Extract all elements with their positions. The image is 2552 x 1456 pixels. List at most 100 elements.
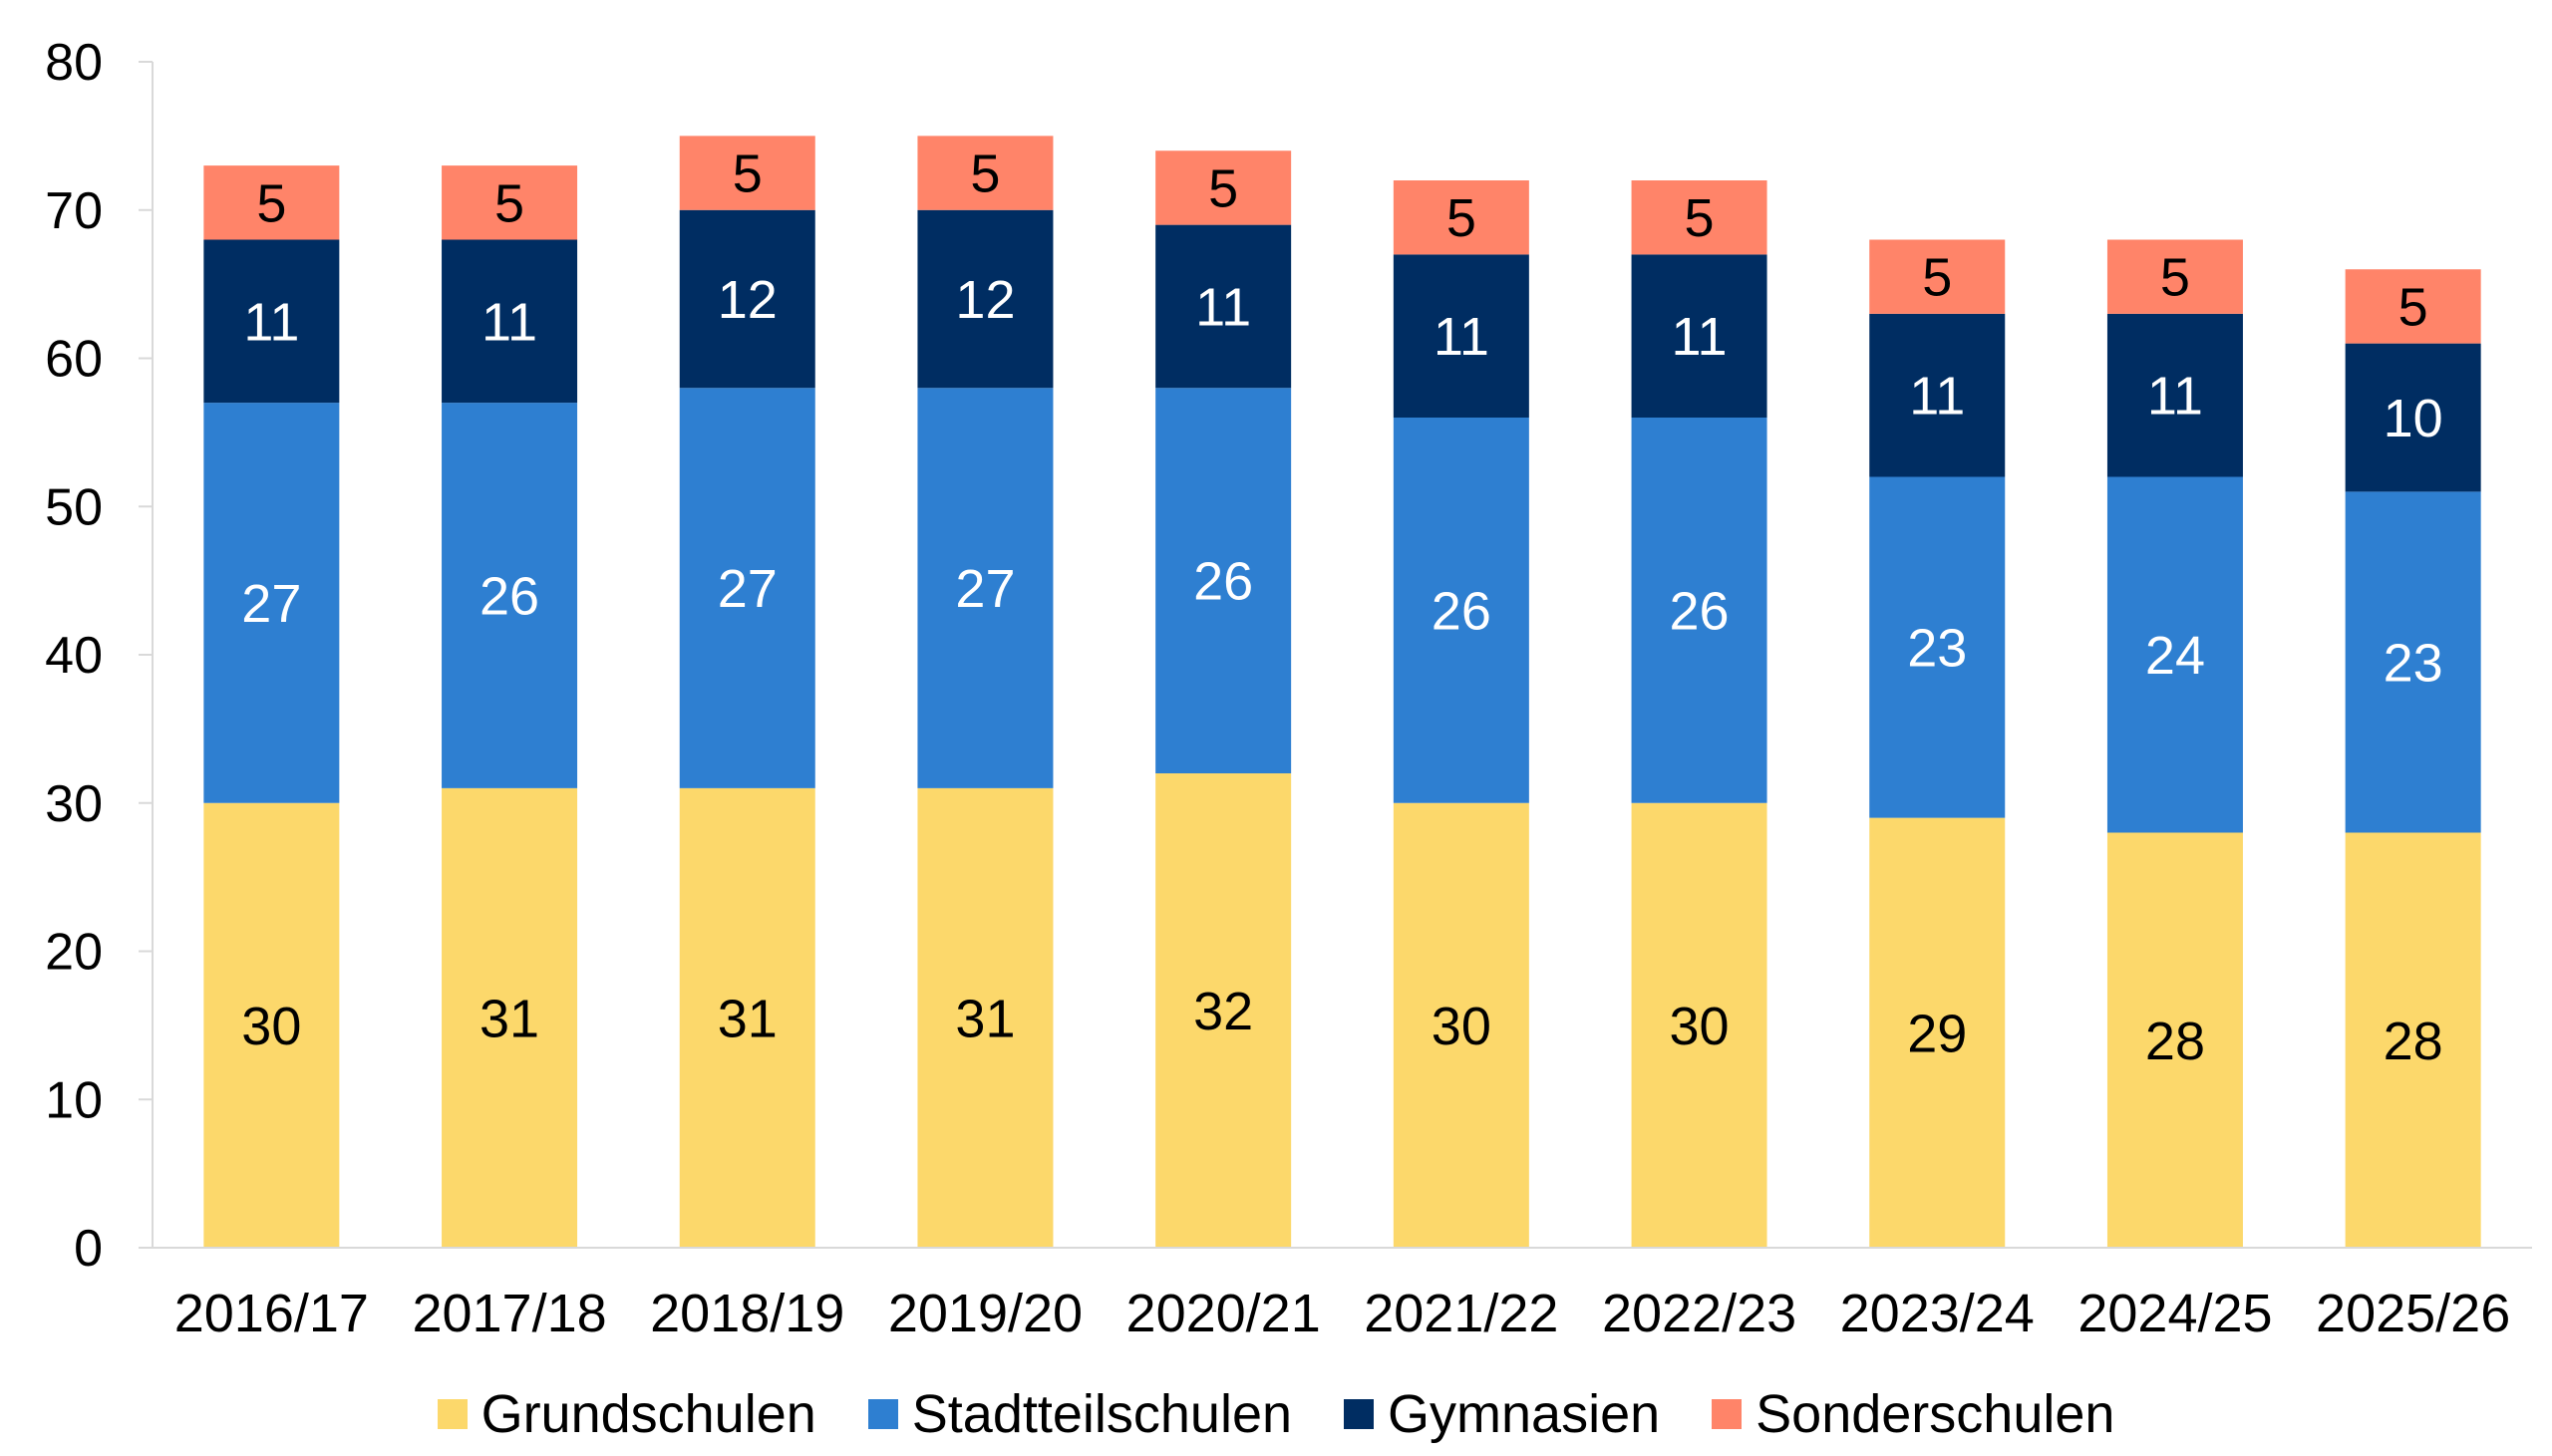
- bar-stack: 30 26 11 5: [1631, 180, 1767, 1248]
- data-label: 28: [2384, 1012, 2443, 1071]
- data-label: 5: [2398, 277, 2428, 337]
- y-tick-label: 40: [45, 627, 103, 685]
- bar-segment-sonderschulen: [2106, 239, 2243, 314]
- bar-segment-gymnasien: [442, 239, 578, 404]
- bar-segment-gymnasien: [1155, 224, 1292, 389]
- data-label: 12: [718, 270, 778, 330]
- x-tick-label: 2022/23: [1602, 1284, 1796, 1343]
- bar-segment-stadtteilschulen: [2106, 476, 2243, 833]
- y-axis: 0 10 20 30 40 50 60 70 80: [45, 34, 154, 1278]
- bar-stack: 31 27 12 5: [679, 136, 815, 1248]
- bar-segment-sonderschulen: [1155, 150, 1292, 225]
- legend-swatch-icon: [437, 1399, 468, 1429]
- data-label: 30: [1670, 997, 1730, 1056]
- bar-segment-sonderschulen: [917, 136, 1054, 210]
- bar-stack: 30 27 11 5: [203, 165, 340, 1248]
- x-tick-label: 2016/17: [174, 1284, 369, 1343]
- legend: Grundschulen Stadtteilschulen Gymnasien Son…: [0, 1383, 2552, 1445]
- data-label: 31: [718, 989, 778, 1048]
- bar-segment-grundschulen: [1155, 773, 1292, 1248]
- data-label: 12: [955, 270, 1015, 330]
- bar-segment-sonderschulen: [2345, 269, 2481, 344]
- bar-segment-grundschulen: [1631, 802, 1767, 1248]
- bar-segment-sonderschulen: [442, 165, 578, 240]
- bar-stack: 32 26 11 5: [1155, 150, 1292, 1248]
- x-tick-label: 2020/21: [1126, 1284, 1321, 1343]
- bar-stack: 30 26 11 5: [1393, 180, 1529, 1248]
- data-label: 23: [1907, 619, 1967, 679]
- data-label: 11: [1909, 367, 1965, 427]
- data-label: 5: [733, 145, 763, 204]
- x-tick-label: 2024/25: [2077, 1284, 2272, 1343]
- bar-segment-grundschulen: [203, 802, 340, 1248]
- bar-segment-gymnasien: [203, 239, 340, 404]
- legend-label: Stadtteilschulen: [911, 1384, 1293, 1444]
- bar-segment-sonderschulen: [203, 165, 340, 240]
- bar-segment-gymnasien: [917, 209, 1054, 389]
- data-label: 31: [479, 989, 539, 1048]
- bar-segment-stadtteilschulen: [679, 388, 815, 788]
- y-tick-label: 80: [45, 34, 103, 92]
- bar-segment-stadtteilschulen: [1393, 418, 1529, 803]
- bar-segment-stadtteilschulen: [203, 403, 340, 803]
- bar-segment-sonderschulen: [1869, 239, 2006, 314]
- bar-segment-stadtteilschulen: [917, 388, 1054, 788]
- bar-stack: 28 23 10 5: [2345, 269, 2481, 1248]
- bar-segment-grundschulen: [917, 787, 1054, 1248]
- bar-segment-stadtteilschulen: [1869, 476, 2006, 818]
- legend-item: Gymnasien: [1344, 1383, 1660, 1445]
- data-label: 32: [1193, 982, 1253, 1041]
- bar-segment-grundschulen: [1869, 817, 2006, 1248]
- data-label: 27: [955, 559, 1015, 619]
- data-label: 5: [1208, 158, 1238, 218]
- x-tick-label: 2017/18: [412, 1284, 606, 1343]
- data-label: 30: [1432, 997, 1491, 1056]
- data-label: 5: [494, 173, 524, 233]
- data-label: 5: [256, 173, 286, 233]
- data-label: 26: [479, 567, 539, 627]
- bar-segment-gymnasien: [1393, 254, 1529, 418]
- y-tick-label: 20: [45, 924, 103, 982]
- bar-segment-grundschulen: [1393, 802, 1529, 1248]
- data-label: 10: [2384, 389, 2443, 448]
- bar-stack: 31 27 12 5: [917, 136, 1054, 1248]
- data-label: 5: [970, 145, 1000, 204]
- x-tick-label: 2018/19: [650, 1284, 844, 1343]
- x-tick-label: 2019/20: [888, 1284, 1083, 1343]
- bars: 30 27 11 5 31 26 11 5 31 27 12 5 31 27 12 5 32 26 11 5 30 26 1…: [203, 136, 2481, 1248]
- legend-label: Gymnasien: [1388, 1384, 1661, 1444]
- bar-segment-grundschulen: [442, 787, 578, 1248]
- legend-label: Sonderschulen: [1755, 1384, 2115, 1444]
- data-label: 5: [1446, 188, 1476, 248]
- data-label: 27: [718, 559, 778, 619]
- y-tick-label: 0: [74, 1220, 103, 1278]
- legend-item: Sonderschulen: [1712, 1383, 2114, 1445]
- data-label: 11: [481, 292, 537, 352]
- data-label: 5: [2160, 248, 2190, 308]
- y-tick-label: 60: [45, 331, 103, 389]
- legend-item: Grundschulen: [437, 1383, 816, 1445]
- data-label: 29: [1907, 1004, 1967, 1063]
- bar-segment-stadtteilschulen: [1155, 388, 1292, 773]
- x-axis: 2016/17 2017/18 2018/19 2019/20 2020/21 2021/…: [139, 1247, 2532, 1343]
- data-label: 11: [1195, 277, 1251, 337]
- data-label: 26: [1670, 581, 1730, 641]
- legend-swatch-icon: [867, 1399, 898, 1429]
- data-label: 11: [1672, 307, 1728, 367]
- bar-segment-grundschulen: [2345, 832, 2481, 1248]
- y-tick-label: 10: [45, 1071, 103, 1129]
- data-label: 11: [1434, 307, 1489, 367]
- y-tick-label: 70: [45, 182, 103, 240]
- bar-segment-stadtteilschulen: [2345, 491, 2481, 833]
- data-label: 5: [1922, 248, 1952, 308]
- bar-segment-gymnasien: [1631, 254, 1767, 418]
- bar-segment-grundschulen: [2106, 832, 2243, 1248]
- data-label: 30: [241, 997, 301, 1056]
- data-label: 23: [2384, 633, 2443, 693]
- bar-segment-stadtteilschulen: [442, 403, 578, 788]
- bar-segment-grundschulen: [679, 787, 815, 1248]
- x-tick-label: 2021/22: [1364, 1284, 1558, 1343]
- data-label: 24: [2145, 626, 2205, 686]
- bar-segment-sonderschulen: [679, 136, 815, 210]
- data-label: 26: [1193, 552, 1253, 612]
